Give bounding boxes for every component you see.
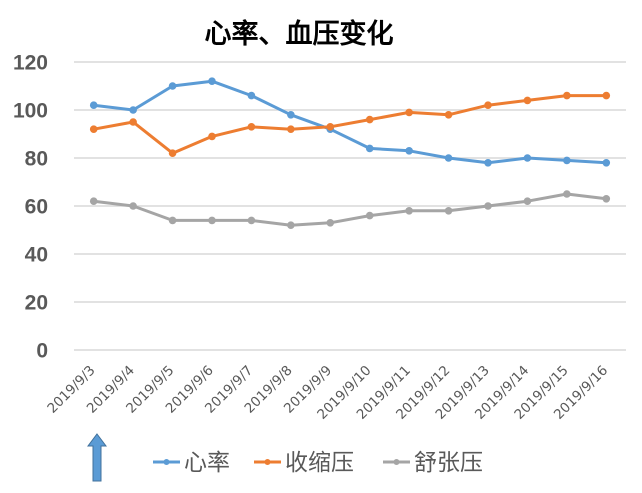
- legend-marker-icon: [163, 459, 170, 465]
- y-tick-label: 40: [25, 244, 48, 267]
- data-point-marker: [326, 123, 335, 131]
- x-axis-ticks: 2019/9/32019/9/42019/9/52019/9/62019/9/7…: [44, 363, 611, 423]
- data-point-marker: [563, 190, 571, 198]
- data-point-marker: [129, 202, 137, 210]
- data-point-marker: [208, 216, 216, 225]
- data-point-marker: [365, 115, 374, 124]
- legend-item: 收缩压: [254, 450, 354, 476]
- data-point-marker: [208, 132, 216, 141]
- data-point-marker: [405, 147, 413, 155]
- legend-label: 收缩压: [285, 450, 354, 476]
- y-axis-ticks: 0 20 40 60 80 100 120: [13, 52, 48, 363]
- y-tick-label: 0: [36, 340, 48, 363]
- data-point-marker: [484, 202, 492, 210]
- data-point-marker: [444, 154, 453, 162]
- plot-area: [89, 77, 611, 229]
- data-point-marker: [602, 195, 611, 203]
- chart-title: 心率、血压变化: [205, 18, 394, 50]
- data-point-marker: [89, 101, 98, 109]
- legend: 心率 收缩压 舒张压: [153, 450, 483, 476]
- legend-label: 舒张压: [414, 450, 483, 476]
- y-tick-label: 120: [13, 52, 48, 75]
- y-tick-label: 20: [25, 292, 48, 315]
- y-tick-label: 60: [25, 196, 48, 219]
- data-point-marker: [129, 118, 137, 126]
- data-point-marker: [602, 159, 611, 167]
- data-point-marker: [365, 144, 374, 153]
- data-point-marker: [563, 156, 571, 165]
- series-line: [89, 190, 611, 229]
- legend-label: 心率: [184, 450, 230, 476]
- data-point-marker: [365, 211, 374, 220]
- data-point-marker: [287, 221, 295, 229]
- data-point-marker: [168, 82, 177, 90]
- legend-item: 心率: [153, 450, 230, 476]
- data-point-marker: [208, 77, 216, 85]
- data-point-marker: [168, 149, 177, 157]
- data-point-marker: [405, 108, 413, 117]
- data-point-marker: [287, 125, 295, 133]
- legend-item: 舒张压: [383, 450, 483, 476]
- y-tick-label: 100: [13, 100, 48, 123]
- series-line: [89, 91, 611, 157]
- data-point-marker: [247, 123, 256, 131]
- data-point-marker: [523, 96, 532, 105]
- data-point-marker: [247, 91, 256, 100]
- data-point-marker: [602, 91, 611, 100]
- data-point-marker: [523, 154, 532, 162]
- legend-marker-icon: [264, 459, 271, 465]
- data-point-marker: [129, 106, 137, 114]
- gridlines: [74, 61, 626, 351]
- legend-marker-icon: [393, 459, 400, 465]
- data-point-marker: [405, 207, 413, 215]
- data-point-marker: [484, 101, 492, 109]
- data-point-marker: [444, 111, 453, 119]
- data-point-marker: [287, 111, 295, 119]
- up-arrow-icon: [87, 433, 107, 482]
- data-point-marker: [168, 216, 177, 225]
- data-point-marker: [89, 197, 98, 205]
- data-point-marker: [563, 91, 571, 100]
- data-point-marker: [326, 219, 335, 227]
- data-point-marker: [247, 216, 256, 225]
- data-point-marker: [444, 207, 453, 215]
- y-tick-label: 80: [25, 148, 48, 171]
- data-point-marker: [89, 125, 98, 133]
- data-point-marker: [484, 159, 492, 167]
- data-point-marker: [523, 197, 532, 205]
